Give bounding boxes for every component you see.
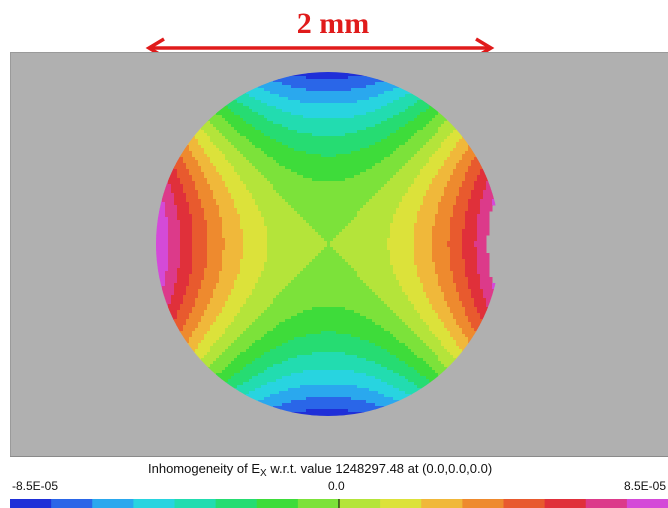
- colorbar-segment: [297, 499, 340, 508]
- colorbar-title: Inhomogeneity of EX w.r.t. value 1248297…: [148, 461, 493, 479]
- colorbar-segment: [462, 499, 505, 508]
- colorbar-min-label: -8.5E-05: [12, 479, 59, 493]
- colorbar-max-label: 8.5E-05: [623, 479, 666, 493]
- colorbar-segment: [626, 499, 668, 508]
- colorbar-segment: [10, 499, 52, 508]
- colorbar-segment: [215, 499, 258, 508]
- colorbar-panel: Inhomogeneity of EX w.r.t. value 1248297…: [10, 456, 668, 508]
- colorbar-segment: [256, 499, 299, 508]
- scale-label: 2 mm: [296, 7, 370, 40]
- field-contour-disc: [156, 72, 500, 416]
- colorbar: [10, 499, 668, 508]
- colorbar-segment: [133, 499, 176, 508]
- colorbar-segment: [174, 499, 217, 508]
- colorbar-segment: [544, 499, 587, 508]
- colorbar-segment: [92, 499, 134, 508]
- colorbar-segment: [339, 499, 381, 508]
- colorbar-segment: [585, 499, 628, 508]
- colorbar-mid-label: 0.0: [328, 479, 345, 493]
- colorbar-segment: [503, 499, 546, 508]
- colorbar-segment: [421, 499, 463, 508]
- colorbar-segment: [380, 499, 422, 508]
- colorbar-segment: [51, 499, 93, 508]
- contour-bands: [156, 72, 500, 416]
